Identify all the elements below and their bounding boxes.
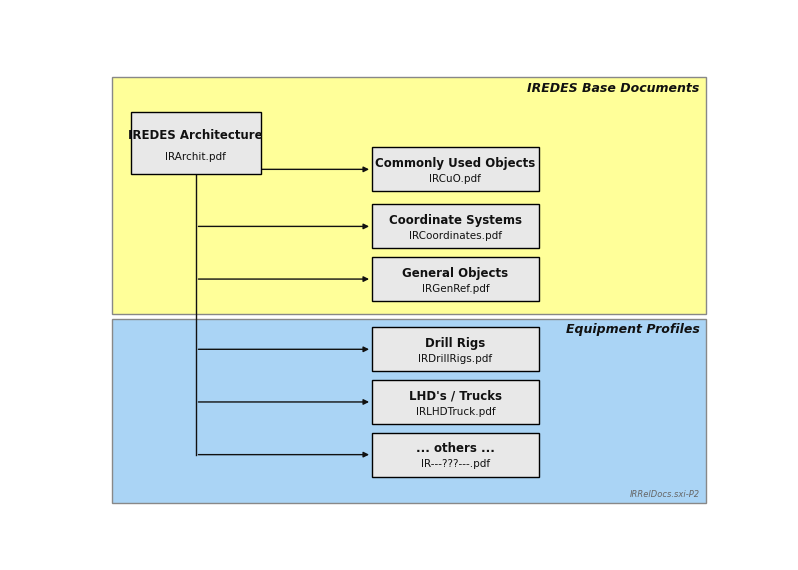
Bar (372, 148, 539, 192)
Text: IRDrillRigs.pdf: IRDrillRigs.pdf (418, 354, 492, 364)
Text: LHD's / Trucks: LHD's / Trucks (409, 390, 502, 403)
Text: Commonly Used Objects: Commonly Used Objects (375, 157, 535, 170)
Bar (372, 257, 539, 301)
Text: IRCuO.pdf: IRCuO.pdf (429, 174, 481, 184)
Bar (112, 77, 705, 314)
Text: IREDES Base Documents: IREDES Base Documents (527, 82, 700, 95)
Text: IRArchit.pdf: IRArchit.pdf (165, 152, 226, 161)
Text: ... others ...: ... others ... (416, 442, 495, 455)
Bar (112, 319, 705, 503)
Bar (372, 433, 539, 477)
Bar (131, 112, 260, 174)
Text: Coordinate Systems: Coordinate Systems (389, 214, 522, 227)
Text: IRLHDTruck.pdf: IRLHDTruck.pdf (416, 406, 496, 417)
Text: Equipment Profiles: Equipment Profiles (566, 323, 700, 336)
Text: IRGenRef.pdf: IRGenRef.pdf (421, 284, 489, 294)
Text: General Objects: General Objects (402, 267, 508, 280)
Bar (372, 380, 539, 424)
Text: Drill Rigs: Drill Rigs (425, 337, 485, 350)
Text: IRRelDocs.sxi-P2: IRRelDocs.sxi-P2 (630, 490, 700, 499)
Bar (372, 205, 539, 249)
Text: IRCoordinates.pdf: IRCoordinates.pdf (409, 231, 502, 241)
Text: IR---???---.pdf: IR---???---.pdf (421, 459, 490, 469)
Text: IREDES Architecture: IREDES Architecture (128, 128, 263, 141)
Bar (372, 327, 539, 371)
